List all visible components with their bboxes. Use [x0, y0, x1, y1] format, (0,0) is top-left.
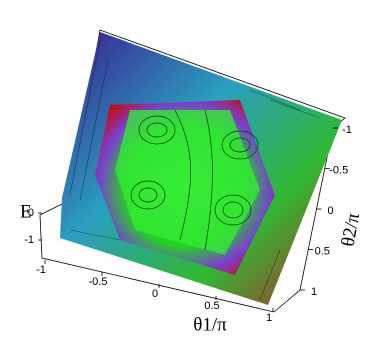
- x-tick-label: 0.5: [204, 300, 219, 312]
- y-tick-label: 1: [311, 286, 317, 298]
- z-tick-label: 0: [28, 207, 34, 219]
- y-tick-label: 0: [327, 205, 333, 217]
- z-axis-label: E: [20, 201, 32, 222]
- y-tick-label: -0.5: [329, 164, 348, 176]
- y-axis-label: θ2/π: [338, 211, 365, 248]
- y-tick-label: 0.5: [315, 245, 330, 257]
- y-tick-label: -1: [342, 124, 352, 136]
- x-tick-label: -1: [36, 264, 46, 276]
- x-axis-label: θ1/π: [193, 314, 227, 335]
- x-tick-label: 0: [152, 288, 158, 300]
- edge-contours: [69, 39, 321, 301]
- surface: [39, 29, 346, 313]
- surface-basin: [115, 110, 260, 255]
- contours: [130, 109, 259, 251]
- x-tick-label: -0.5: [89, 276, 108, 288]
- z-tick-label: -1: [24, 234, 34, 246]
- x-tick-label: 1: [266, 312, 272, 324]
